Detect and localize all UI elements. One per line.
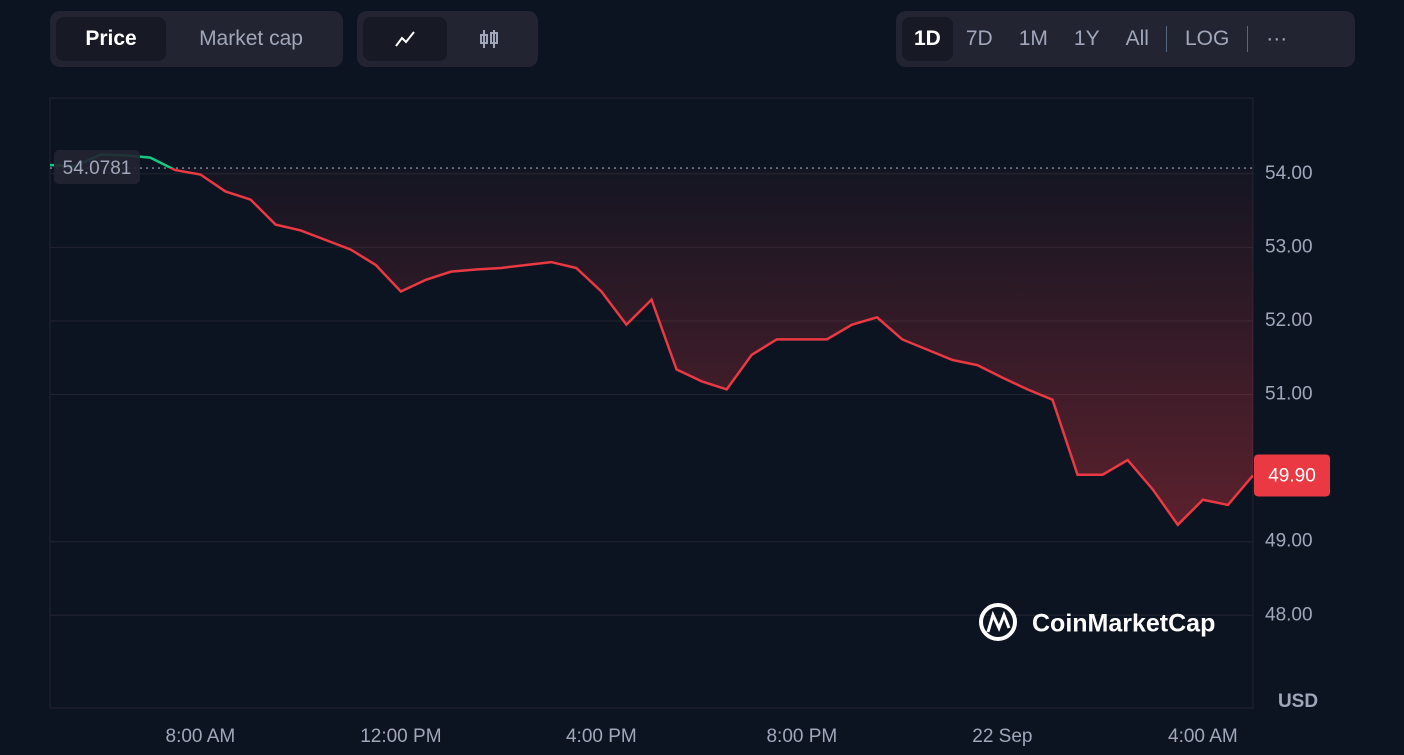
y-tick-label: 49.00	[1265, 531, 1313, 552]
x-tick-label: 12:00 PM	[360, 726, 441, 747]
watermark-text: CoinMarketCap	[1032, 610, 1215, 638]
area	[171, 168, 1253, 525]
last-price-label: 49.90	[1268, 465, 1316, 486]
range[interactable]: 1D	[902, 17, 953, 61]
y-tick-label: 53.00	[1265, 236, 1313, 257]
range-tabs: 1D 7D 1M 1Y All LOG ···	[896, 11, 1355, 67]
range[interactable]: All	[1125, 27, 1149, 50]
separator	[1165, 26, 1167, 52]
unit-label: USD	[1278, 691, 1318, 712]
y-tick-label: 48.00	[1265, 604, 1313, 625]
reference-label: 54.0781	[63, 158, 132, 179]
watermark: CoinMarketCap	[979, 603, 1215, 641]
tab[interactable]: Market cap	[199, 27, 303, 50]
x-tick-label: 4:00 PM	[566, 726, 637, 747]
x-tick-label: 4:00 AM	[1168, 726, 1238, 747]
reference-label-bg	[54, 150, 140, 185]
candle-icon[interactable]	[447, 17, 531, 61]
line-icon[interactable]	[363, 17, 447, 61]
x-tick-label: 8:00 PM	[766, 726, 837, 747]
tab[interactable]: Price	[56, 17, 166, 61]
last-price-bg	[1254, 454, 1330, 497]
range[interactable]: 7D	[965, 27, 993, 50]
separator	[1247, 26, 1249, 52]
range[interactable]: 1M	[1018, 27, 1048, 50]
x-tick-label: 22 Sep	[972, 726, 1032, 747]
more[interactable]: ···	[1266, 27, 1288, 50]
x-tick-label: 8:00 AM	[166, 726, 236, 747]
y-tick-label: 54.00	[1265, 163, 1313, 184]
log-toggle[interactable]: LOG	[1184, 27, 1230, 50]
y-tick-label: 52.00	[1265, 310, 1313, 331]
metric-tabs: Price Market cap	[50, 11, 343, 67]
range[interactable]: 1Y	[1073, 27, 1100, 50]
y-tick-label: 51.00	[1265, 384, 1313, 405]
chart-style	[357, 11, 538, 67]
price-line	[168, 168, 1253, 527]
